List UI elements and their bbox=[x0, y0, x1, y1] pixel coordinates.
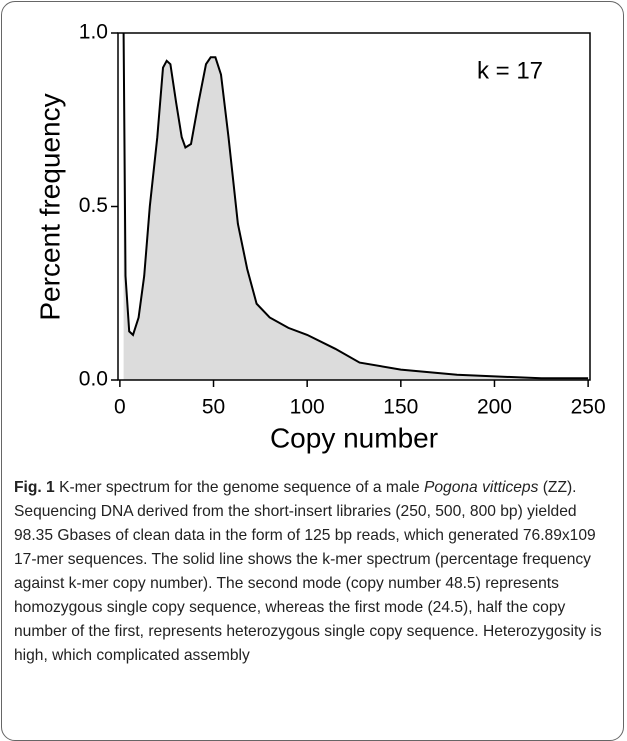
y-axis-label: Percent frequency bbox=[34, 93, 65, 320]
caption-italic: Pogona vitticeps bbox=[423, 479, 539, 496]
y-tick-label: 0.0 bbox=[79, 368, 108, 391]
line bbox=[122, 33, 589, 380]
x-tick-label: 250 bbox=[571, 396, 606, 419]
caption-text: K-mer spectrum for the genome sequence o… bbox=[54, 479, 424, 496]
caption-text: (ZZ). Sequencing DNA derived from the sh… bbox=[14, 479, 602, 664]
annotation: k = 17 bbox=[477, 57, 543, 84]
y-tick-label: 1.0 bbox=[79, 21, 108, 44]
x-tick-label: 0 bbox=[114, 396, 126, 419]
x-tick-label: 100 bbox=[290, 396, 325, 419]
caption: Fig. 1 K-mer spectrum for the genome seq… bbox=[14, 476, 614, 668]
x-tick-label: 50 bbox=[202, 396, 225, 419]
chart: k = 17 Copy number Percent frequency 0.0… bbox=[34, 21, 606, 454]
y-tick-label: 0.5 bbox=[79, 194, 108, 217]
x-tick-label: 200 bbox=[477, 396, 512, 419]
x-axis-label: Copy number bbox=[270, 422, 438, 453]
area bbox=[123, 33, 589, 380]
x-tick-label: 150 bbox=[383, 396, 418, 419]
caption-label: Fig. 1 bbox=[14, 479, 55, 496]
